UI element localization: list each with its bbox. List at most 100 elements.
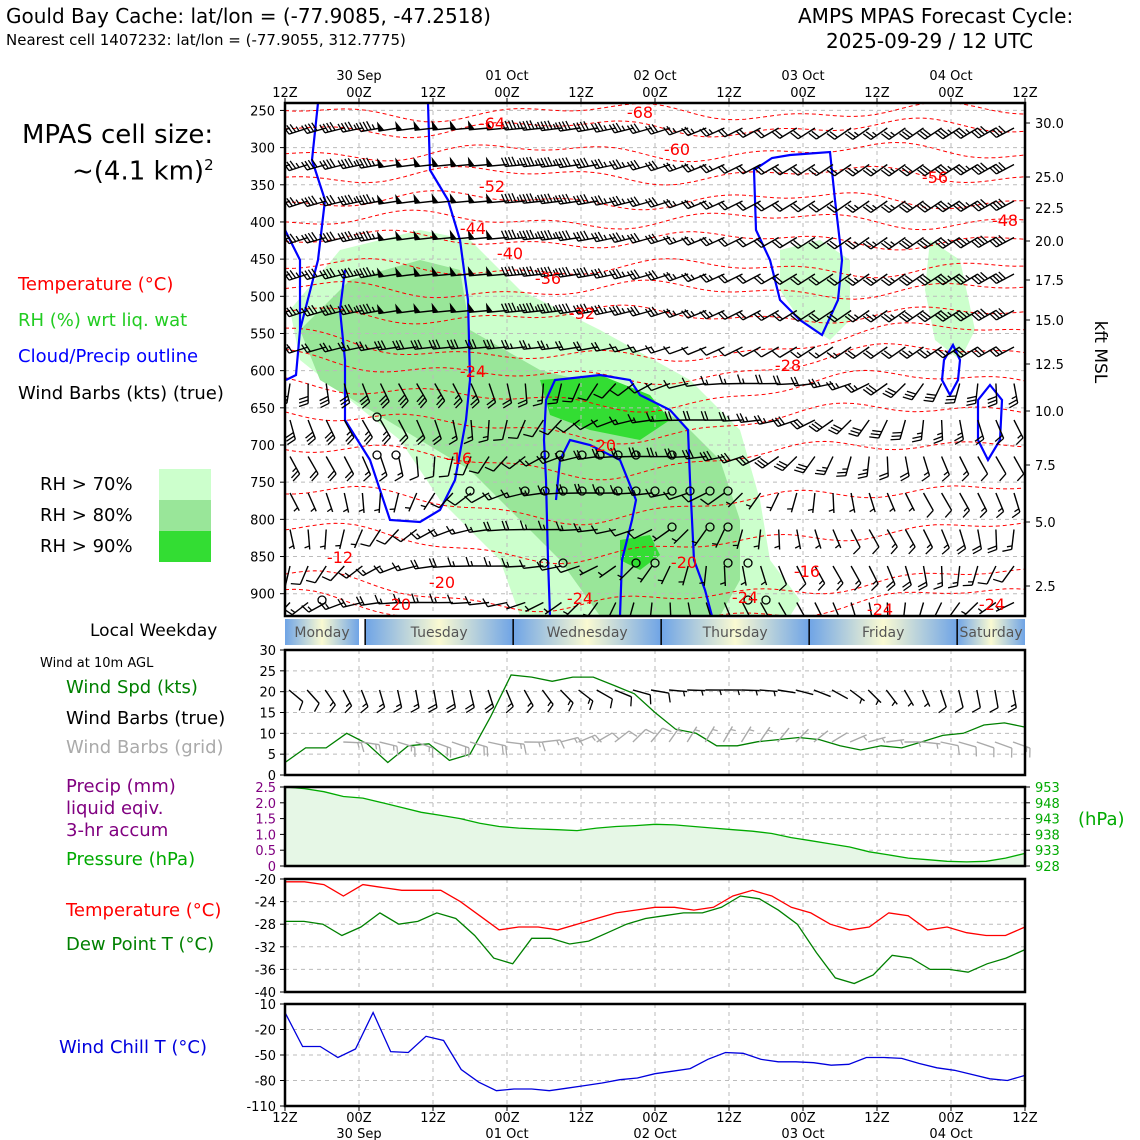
barb-full: [307, 269, 315, 278]
surface-wind-barb: [446, 689, 457, 713]
barb-half: [672, 127, 677, 133]
barb-full: [594, 305, 601, 315]
wind-barb: [409, 528, 436, 540]
barb-shaft: [384, 529, 400, 545]
barb-half: [295, 126, 300, 132]
barb-flag: [395, 157, 403, 168]
barb-shaft: [850, 529, 861, 548]
barb-full: [995, 510, 1004, 519]
barb-half: [353, 197, 358, 203]
barb-full: [771, 418, 779, 427]
barb-full: [753, 240, 762, 248]
wind-barb: [880, 200, 906, 214]
wind-barb: [977, 456, 989, 482]
wind-barb: [1002, 529, 1015, 552]
barb-half: [543, 608, 549, 613]
barb-full: [935, 205, 944, 213]
barb-shaft: [285, 127, 291, 131]
barb-full: [612, 160, 619, 169]
wind-barb: [940, 529, 950, 555]
wind-barb: [989, 234, 1015, 248]
barb-flag: [467, 302, 476, 313]
barb-full: [347, 267, 354, 277]
wind-barb: [652, 528, 671, 542]
precip-panel-frame: [283, 785, 1027, 868]
wind-barb: [485, 120, 508, 131]
barb-shaft: [324, 689, 336, 706]
wind-barb: [431, 302, 453, 314]
barb-half: [962, 470, 968, 476]
barb-full: [507, 266, 513, 276]
barb-full: [940, 238, 950, 246]
barb-shaft: [940, 492, 953, 511]
barb-full: [628, 730, 638, 737]
barb-shaft: [632, 689, 651, 696]
wind-barb: [338, 565, 363, 579]
barb-full: [908, 546, 916, 555]
barb-full: [720, 201, 729, 209]
barb-full: [608, 233, 616, 243]
barb-flag: [449, 193, 458, 204]
barb-full: [344, 304, 351, 314]
barb-full: [808, 351, 817, 359]
cloud-outline: [542, 373, 714, 616]
barb-full: [487, 401, 496, 409]
barb-full: [644, 345, 652, 354]
barb-full: [536, 231, 543, 241]
barb-half: [353, 233, 358, 240]
barb-full: [899, 242, 908, 250]
wind-barb: [547, 383, 563, 405]
barb-shaft: [918, 602, 925, 616]
barb-shaft: [777, 689, 796, 694]
barb-full: [579, 231, 586, 241]
barb-full: [501, 745, 504, 755]
barb-full: [608, 160, 616, 170]
barb-half: [295, 199, 300, 205]
barb-full: [399, 397, 407, 406]
barb-shaft: [447, 456, 454, 477]
barb-full: [337, 306, 344, 315]
wind-barb: [420, 492, 436, 511]
barb-full: [558, 158, 564, 168]
barb-full: [378, 474, 388, 482]
wind-barb: [449, 229, 472, 240]
barb-full: [362, 267, 369, 277]
barb-half: [926, 543, 932, 549]
wind-barb: [434, 383, 446, 409]
grid-wind-barb: [759, 726, 774, 743]
barb-full: [977, 164, 986, 172]
barb-shaft: [285, 309, 291, 314]
wind-barb: [449, 193, 472, 204]
barb-full: [645, 488, 652, 498]
isotherm: [285, 117, 1025, 139]
barb-full: [286, 271, 293, 280]
barb-full: [630, 270, 637, 279]
barb-shaft: [707, 492, 725, 506]
barb-full: [554, 195, 561, 205]
barb-full: [289, 196, 297, 206]
wind-barb: [410, 339, 435, 350]
wind-barb: [518, 455, 544, 467]
barb-full: [681, 273, 689, 282]
barb-full: [971, 240, 979, 248]
barb-full: [413, 559, 420, 569]
barb-full: [502, 402, 512, 409]
barb-full: [538, 430, 549, 436]
wind-barb: [519, 520, 544, 531]
barb-half: [854, 204, 859, 209]
barb-shaft: [994, 689, 999, 708]
barb-half: [1014, 508, 1020, 513]
wind-barb: [343, 419, 355, 445]
barb-full: [511, 266, 517, 276]
wind-barb: [646, 447, 671, 458]
wind-barb: [464, 523, 490, 533]
barb-full: [298, 402, 309, 408]
barb-full: [400, 437, 409, 446]
barb-half: [708, 238, 714, 244]
barb-full: [790, 278, 799, 286]
barb-full: [938, 239, 947, 247]
barb-shaft: [493, 456, 508, 472]
barb-full: [572, 422, 581, 431]
barb-full: [717, 454, 725, 464]
wind-barb: [681, 199, 707, 210]
